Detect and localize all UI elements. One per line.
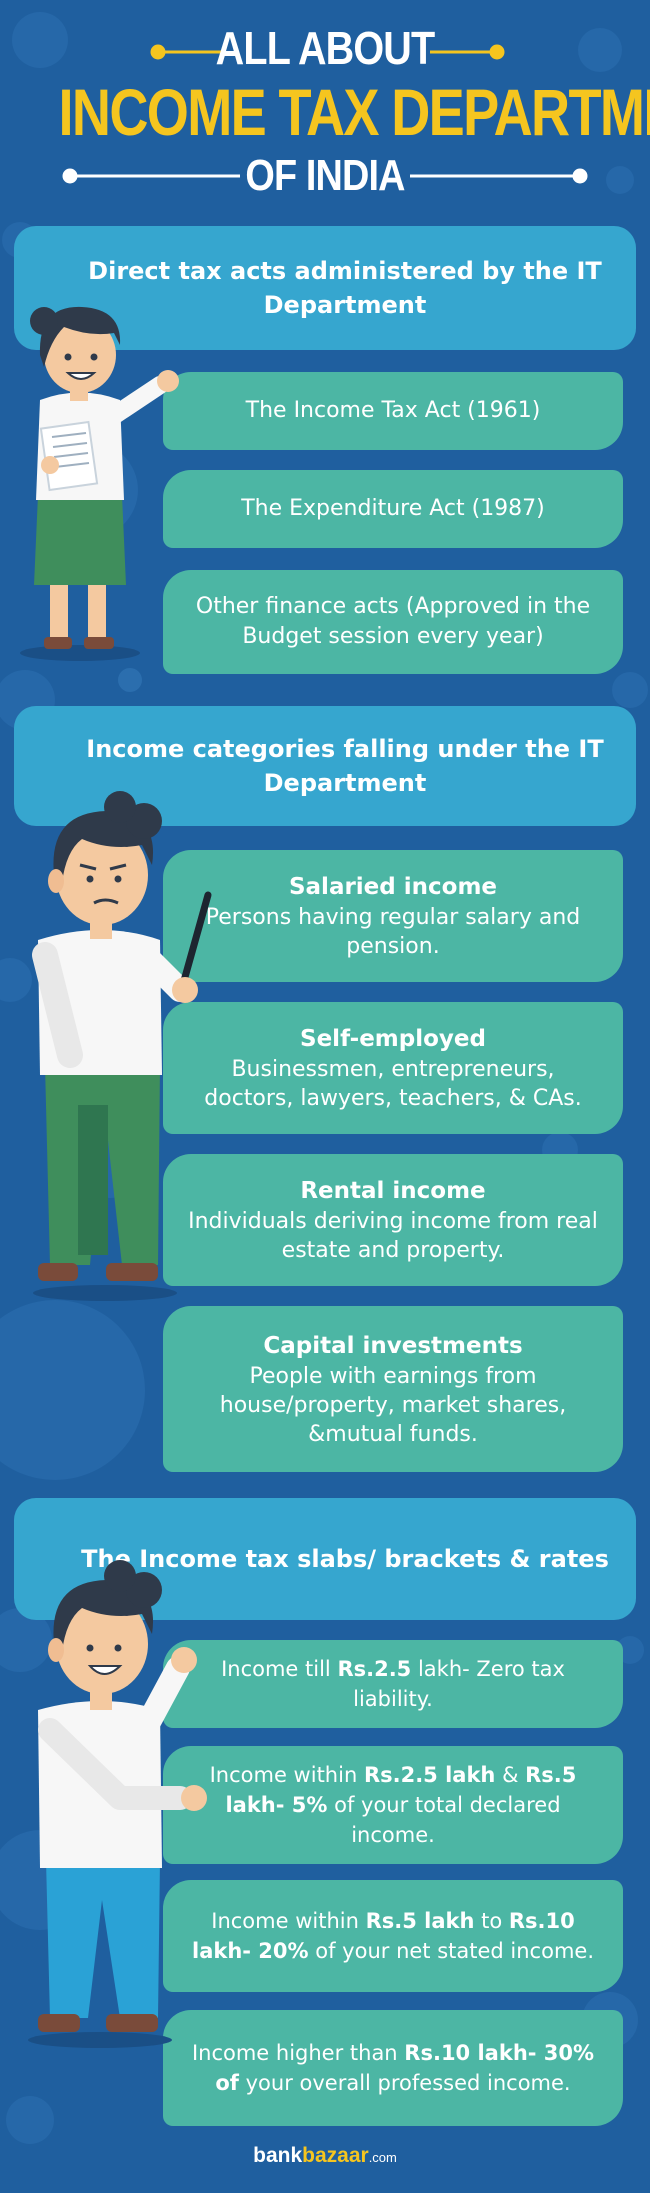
card-slab-zero: Income till Rs.2.5 lakh- Zero tax liabil… bbox=[163, 1640, 623, 1728]
man-with-pointer-illustration bbox=[32, 791, 212, 1301]
card-title: Salaried income bbox=[288, 874, 498, 900]
card-text: Persons having regular salary and pensio… bbox=[205, 905, 581, 959]
card-title: Self-employed bbox=[300, 1026, 486, 1052]
section-heading-text: Direct tax acts administered by the IT D… bbox=[88, 257, 602, 319]
card-text: Businessmen, entrepreneurs, doctors, law… bbox=[204, 1057, 582, 1111]
card-text: The Income Tax Act (1961) bbox=[245, 398, 541, 423]
woman-character-illustration bbox=[20, 306, 179, 661]
card-rental-income: Rental income Individuals deriving incom… bbox=[163, 1154, 623, 1286]
man-raising-hand-illustration bbox=[28, 1560, 207, 2048]
card-text: People with earnings from house/property… bbox=[219, 1363, 567, 1447]
card-text: The Expenditure Act (1987) bbox=[241, 496, 545, 521]
card-text: Income within Rs.5 lakh to Rs.10 lakh- 2… bbox=[192, 1909, 594, 1963]
card-title: Capital investments bbox=[263, 1332, 523, 1359]
card-expenditure-act: The Expenditure Act (1987) bbox=[163, 470, 623, 548]
card-text: Income within Rs.2.5 lakh & Rs.5 lakh- 5… bbox=[209, 1763, 577, 1847]
title-line-1: ALL ABOUT bbox=[215, 22, 435, 74]
card-text: Other finance acts (Approved in the Budg… bbox=[195, 594, 591, 649]
card-text: Individuals deriving income from real es… bbox=[188, 1209, 598, 1263]
bankbazaar-logo: bankbazaar.com bbox=[253, 2144, 397, 2167]
section-heading-text: The Income tax slabs/ brackets & rates bbox=[81, 1545, 609, 1573]
title-line-3: OF INDIA bbox=[245, 151, 405, 200]
header-decoration bbox=[62, 44, 588, 184]
title-line-2: INCOME TAX DEPARTMENT bbox=[58, 75, 650, 149]
card-title: Rental income bbox=[300, 1178, 486, 1204]
card-salaried-income: Salaried income Persons having regular s… bbox=[163, 850, 623, 982]
card-capital-investments: Capital investments People with earnings… bbox=[163, 1306, 623, 1472]
card-slab-30-percent: Income higher than Rs.10 lakh- 30% of yo… bbox=[163, 2010, 623, 2126]
card-other-finance-acts: Other finance acts (Approved in the Budg… bbox=[163, 570, 623, 674]
card-text: Income till Rs.2.5 lakh- Zero tax liabil… bbox=[221, 1657, 565, 1711]
card-income-tax-act: The Income Tax Act (1961) bbox=[163, 372, 623, 450]
card-slab-5-percent: Income within Rs.2.5 lakh & Rs.5 lakh- 5… bbox=[163, 1746, 623, 1864]
card-slab-20-percent: Income within Rs.5 lakh to Rs.10 lakh- 2… bbox=[163, 1880, 623, 1992]
section-heading-text: Income categories falling under the IT D… bbox=[86, 735, 604, 797]
card-text: Income higher than Rs.10 lakh- 30% of yo… bbox=[191, 2041, 595, 2095]
card-self-employed: Self-employed Businessmen, entrepreneurs… bbox=[163, 1002, 623, 1134]
